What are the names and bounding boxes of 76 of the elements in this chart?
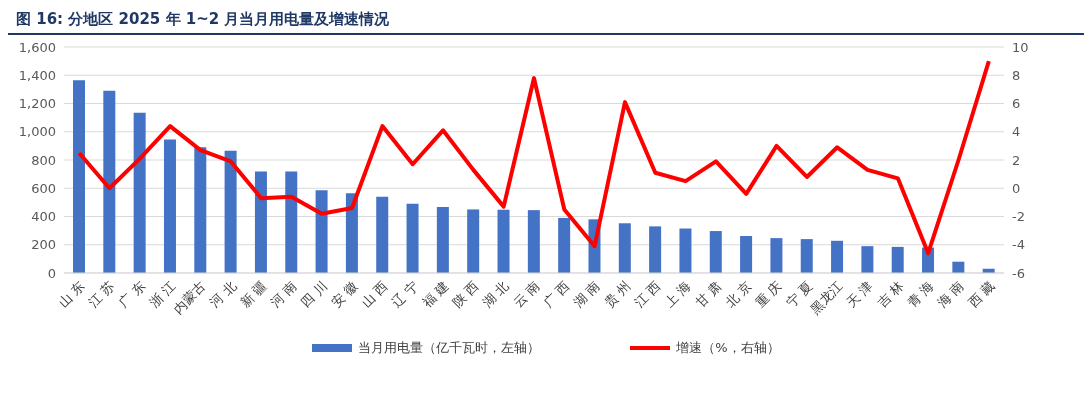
y2-tick-label: 6 (1012, 96, 1021, 112)
bar (558, 217, 571, 273)
y-tick-label: 1,600 (18, 39, 56, 55)
bar (497, 209, 510, 273)
y2-tick-label: 4 (1012, 124, 1021, 140)
x-tick-label: 山 东 (55, 278, 88, 311)
x-tick-label: 天 津 (843, 278, 876, 311)
bar (679, 228, 692, 273)
bar (467, 209, 480, 273)
chart-title: 图 16: 分地区 2025 年 1~2 月当月用电量及增速情况 (8, 8, 1084, 35)
bar (618, 223, 631, 273)
x-tick-label: 海 南 (934, 278, 967, 311)
bar (649, 226, 662, 273)
x-tick-label: 河 北 (206, 278, 239, 311)
y-tick-label: 1,000 (18, 124, 56, 140)
bar (800, 239, 813, 273)
x-tick-label: 西 藏 (965, 278, 997, 311)
bar (224, 150, 237, 273)
bar (436, 206, 449, 273)
y2-tick-label: 0 (1012, 180, 1021, 196)
y-tick-label: 0 (47, 265, 56, 281)
y2-tick-label: 2 (1012, 152, 1021, 168)
bar (103, 90, 116, 273)
y2-tick-label: -4 (1012, 237, 1025, 253)
bar (163, 139, 176, 273)
bar (315, 190, 328, 273)
bar (345, 193, 358, 273)
x-tick-label: 江 西 (631, 278, 664, 311)
x-tick-label: 河 南 (267, 278, 300, 311)
x-tick-label: 新 疆 (237, 278, 270, 311)
x-tick-label: 湖 北 (479, 278, 512, 311)
y-tick-label: 1,400 (18, 67, 56, 83)
x-tick-label: 四 川 (297, 278, 330, 311)
x-tick-label: 青 海 (904, 278, 937, 311)
y-tick-label: 1,200 (18, 96, 56, 112)
y2-tick-label: 8 (1012, 67, 1021, 83)
x-tick-label: 陕 西 (449, 278, 482, 311)
bar (73, 80, 85, 273)
x-tick-label: 江 苏 (85, 278, 118, 311)
x-tick-label: 湖 南 (570, 278, 603, 311)
x-tick-label: 辽 宁 (388, 278, 421, 311)
y-tick-label: 200 (31, 237, 56, 253)
bar (285, 171, 298, 273)
x-tick-label: 吉 林 (874, 278, 906, 311)
bar (891, 246, 904, 273)
x-tick-label: 福 建 (419, 278, 452, 311)
bar (740, 235, 753, 273)
bar (376, 196, 389, 273)
bar (770, 238, 783, 273)
x-tick-label: 重 庆 (752, 278, 785, 311)
x-tick-label: 广 西 (540, 278, 573, 311)
bar (831, 240, 844, 273)
x-tick-label: 北 京 (722, 278, 755, 311)
y-tick-label: 600 (31, 180, 56, 196)
x-tick-label: 广 东 (116, 278, 148, 311)
y2-tick-label: -2 (1012, 209, 1025, 225)
bar (133, 112, 146, 273)
y2-tick-label: 10 (1012, 39, 1029, 55)
bar (194, 147, 207, 273)
bar (709, 231, 722, 273)
x-tick-label: 贵 州 (601, 278, 634, 311)
bar (254, 171, 267, 273)
legend-label: 当月用电量（亿千瓦时，左轴） (358, 339, 541, 357)
bar (406, 203, 419, 273)
legend-label: 增速（%，右轴） (676, 339, 780, 357)
x-tick-label: 上 海 (661, 278, 694, 311)
line-series (77, 59, 991, 256)
bar (861, 246, 874, 273)
y-tick-label: 400 (31, 209, 56, 225)
x-tick-label: 山 西 (358, 278, 391, 311)
bar (527, 210, 540, 273)
x-tick-label: 云 南 (510, 278, 543, 311)
y2-tick-label: -6 (1012, 265, 1025, 281)
x-tick-label: 甘 肃 (692, 278, 725, 311)
x-tick-label: 安 徽 (328, 278, 361, 311)
y-tick-label: 800 (31, 152, 56, 168)
